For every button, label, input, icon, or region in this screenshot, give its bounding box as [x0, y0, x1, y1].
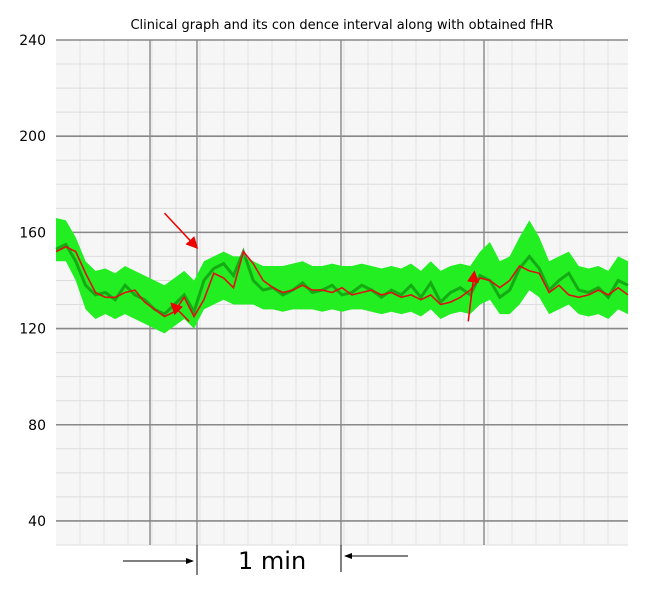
- annotation-arrows: [163, 212, 480, 322]
- fhr-line-layer: [55, 245, 629, 319]
- annotation-arrow: [467, 270, 480, 322]
- confidence-band-area: [56, 217, 628, 334]
- y-tick-label: 120: [19, 322, 46, 338]
- y-tick-label: 240: [19, 33, 46, 49]
- chart-title: Clinical graph and its con dence interva…: [130, 18, 553, 33]
- y-axis-ticks: 40 80 120 160 200 240: [19, 33, 46, 530]
- scale-bar: 1 min: [123, 545, 408, 575]
- y-tick-label: 80: [28, 418, 46, 434]
- confidence-band: [56, 217, 628, 334]
- annotation-arrow: [163, 212, 199, 249]
- scale-bar-label: 1 min: [238, 547, 306, 575]
- y-tick-label: 40: [28, 514, 46, 530]
- fhr-line: [55, 245, 629, 319]
- annotation-arrow: [170, 302, 190, 322]
- y-tick-label: 160: [19, 225, 46, 241]
- y-tick-label: 200: [19, 129, 46, 145]
